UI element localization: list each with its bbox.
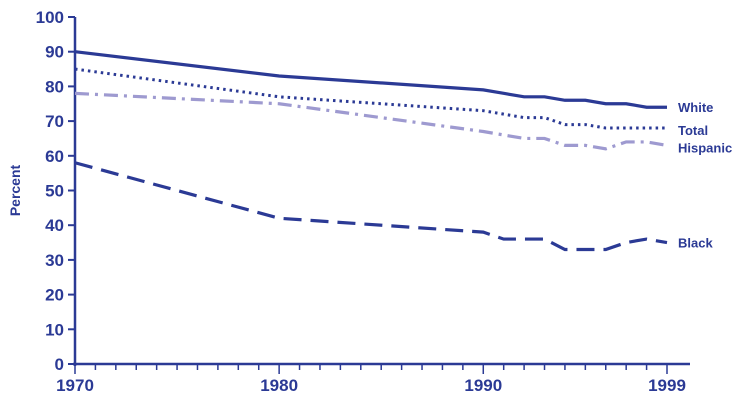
series-line-total bbox=[74, 67, 667, 130]
series-label-white: White bbox=[678, 100, 713, 115]
y-tick-label: 70 bbox=[45, 112, 64, 131]
y-tick-label: 10 bbox=[45, 320, 64, 339]
x-tick-label: 1999 bbox=[648, 376, 686, 395]
series-line-black bbox=[74, 161, 668, 252]
y-tick-label: 40 bbox=[45, 216, 64, 235]
y-axis-label: Percent bbox=[7, 164, 23, 216]
y-tick-label: 50 bbox=[45, 182, 64, 201]
x-tick-label: 1970 bbox=[56, 376, 94, 395]
series-line-white bbox=[74, 50, 667, 109]
y-tick-label: 0 bbox=[55, 355, 64, 374]
y-tick-label: 90 bbox=[45, 43, 64, 62]
y-tick-label: 80 bbox=[45, 77, 64, 96]
y-tick-label: 30 bbox=[45, 251, 64, 270]
series-label-hispanic: Hispanic bbox=[678, 140, 732, 155]
series-line-hispanic bbox=[74, 91, 668, 151]
series-label-black: Black bbox=[678, 236, 713, 251]
x-tick-label: 1990 bbox=[464, 376, 502, 395]
y-tick-label: 60 bbox=[45, 147, 64, 166]
y-tick-label: 100 bbox=[36, 8, 64, 27]
series-label-total: Total bbox=[678, 123, 708, 138]
x-tick-label: 1980 bbox=[260, 376, 298, 395]
y-tick-label: 20 bbox=[45, 286, 64, 305]
